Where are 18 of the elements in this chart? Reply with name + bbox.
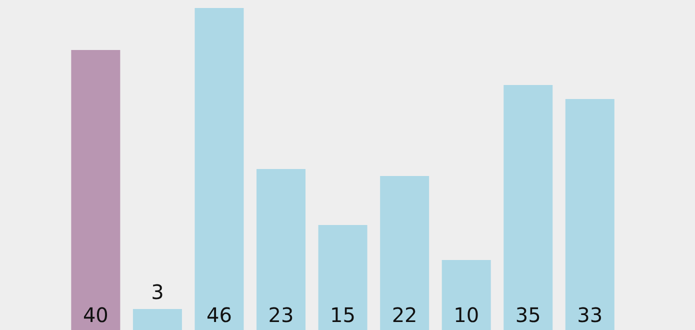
- data-label: 22: [392, 303, 418, 327]
- data-label: 40: [82, 303, 108, 327]
- data-label: 33: [577, 303, 603, 327]
- bar: [442, 260, 491, 330]
- bar: [256, 169, 306, 330]
- bar: [380, 176, 430, 330]
- data-label: 15: [330, 303, 356, 327]
- bar: [132, 309, 182, 330]
- bar: [194, 8, 244, 330]
- data-label: 10: [454, 303, 480, 327]
- data-label: 35: [515, 303, 541, 327]
- data-label: 23: [268, 303, 294, 327]
- bar: [504, 85, 553, 330]
- bar: [565, 99, 614, 330]
- data-label: 46: [206, 303, 232, 327]
- data-label: 3: [151, 280, 164, 304]
- bar: [318, 225, 368, 330]
- bar: [71, 50, 120, 330]
